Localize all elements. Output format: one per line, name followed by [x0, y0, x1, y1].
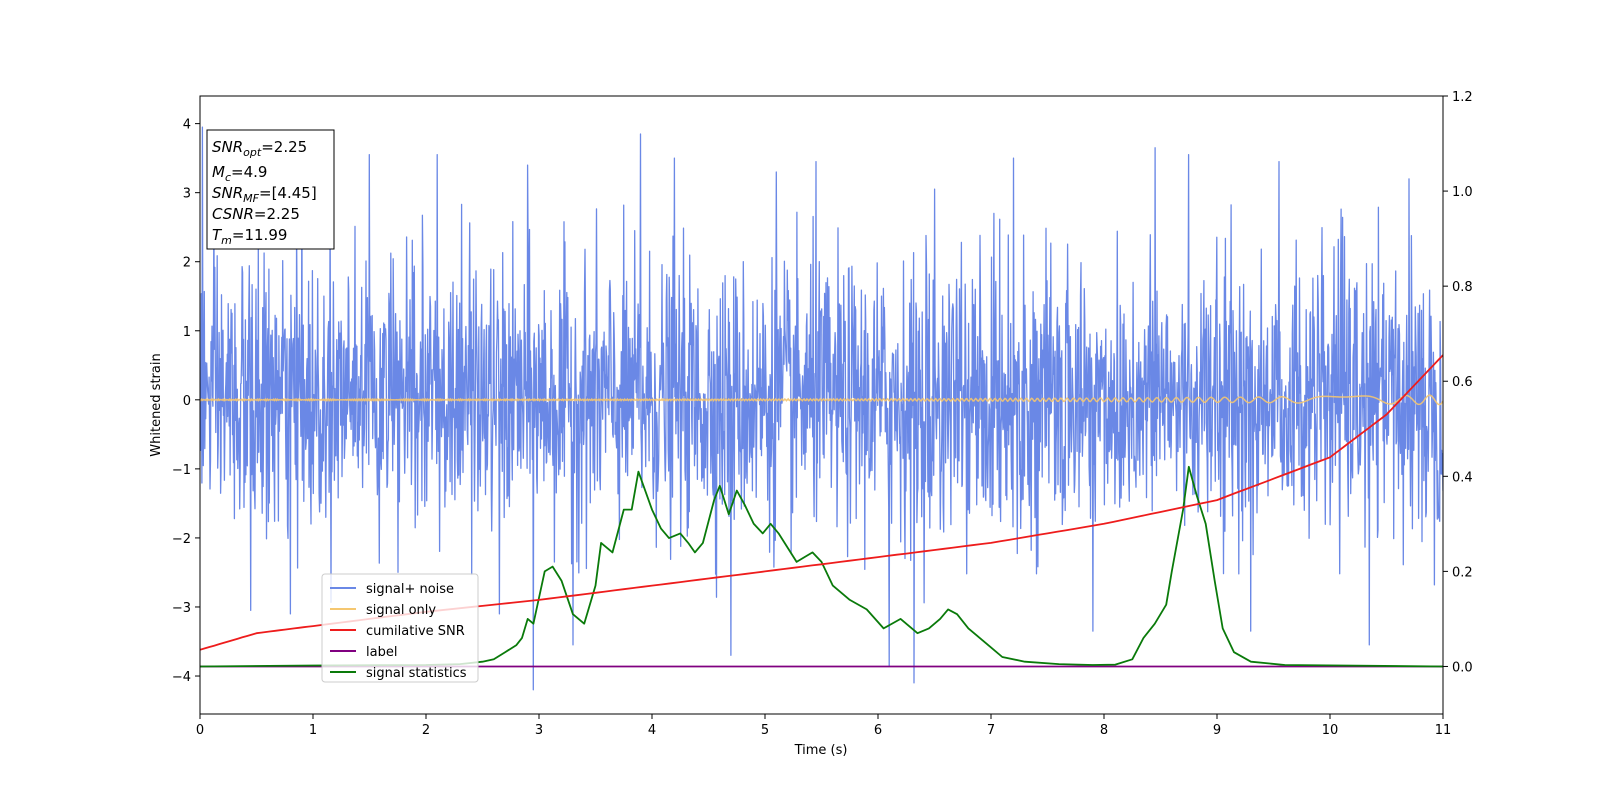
y-tick-label: 1: [183, 325, 191, 340]
y-axis-label: Whitened strain: [149, 353, 164, 456]
y-tick-label: 4: [183, 118, 191, 133]
x-tick-label: 11: [1435, 723, 1452, 738]
y2-tick-label: 1.0: [1452, 185, 1473, 200]
info-box-line: SNRopt=2.25: [212, 138, 307, 159]
y2-tick-label: 0.2: [1452, 565, 1473, 580]
y2-tick-label: 0.4: [1452, 470, 1473, 485]
legend-label-signal-statistics: signal statistics: [366, 666, 467, 681]
x-tick-label: 4: [648, 723, 656, 738]
y-tick-label: 3: [183, 187, 191, 202]
x-tick-label: 2: [422, 723, 430, 738]
x-tick-label: 7: [987, 723, 995, 738]
y2-tick-label: 0.0: [1452, 660, 1473, 675]
info-box-line: SNRMF=[4.45]: [212, 184, 317, 205]
plot-frame: [199, 95, 1444, 715]
y-tick-label: −4: [172, 670, 191, 685]
x-axis-label: Time (s): [794, 743, 848, 758]
info-box-line: Tm=11.99: [212, 226, 287, 247]
series-signal-noise-line: [200, 126, 1443, 691]
y-tick-label: −2: [172, 532, 191, 547]
info-box-line: Mc=4.9: [212, 163, 267, 184]
x-tick-label: 6: [874, 723, 882, 738]
legend: signal+ noise signal only cumilative SNR la…: [321, 573, 479, 683]
info-box-line: CSNR=2.25: [212, 205, 300, 223]
series-signal-statistics-line: [200, 465, 1443, 668]
legend-label-label: label: [366, 645, 397, 660]
y2-tick-label: 0.6: [1452, 375, 1473, 390]
y-tick-label: −3: [172, 601, 191, 616]
y-tick-label: 0: [183, 394, 191, 409]
x-tick-label: 3: [535, 723, 543, 738]
info-box-frame: [206, 129, 335, 250]
series-signal-only-line: [200, 394, 1443, 406]
y2-tick-label: 0.8: [1452, 280, 1473, 295]
y-tick-label: −1: [172, 463, 191, 478]
x-tick-label: 5: [761, 723, 769, 738]
x-tick-label: 8: [1100, 723, 1108, 738]
legend-label-signal-only: signal only: [366, 603, 436, 618]
x-tick-label: 9: [1213, 723, 1221, 738]
legend-label-signal-noise: signal+ noise: [366, 582, 454, 597]
x-tick-label: 10: [1322, 723, 1339, 738]
legend-frame: [321, 573, 479, 683]
x-tick-label: 0: [196, 723, 204, 738]
x-tick-label: 1: [309, 723, 317, 738]
axes: 0 1 2 3 4 5 6 7 8 9 10 11 −4 −3 −2 −1 0 1 2 3 4 0.0 0.2 0.4 0.6 0…: [172, 90, 1473, 738]
y2-tick-label: 1.2: [1452, 90, 1473, 105]
y-tick-label: 2: [183, 256, 191, 271]
legend-label-cumulative-snr: cumilative SNR: [366, 624, 465, 639]
